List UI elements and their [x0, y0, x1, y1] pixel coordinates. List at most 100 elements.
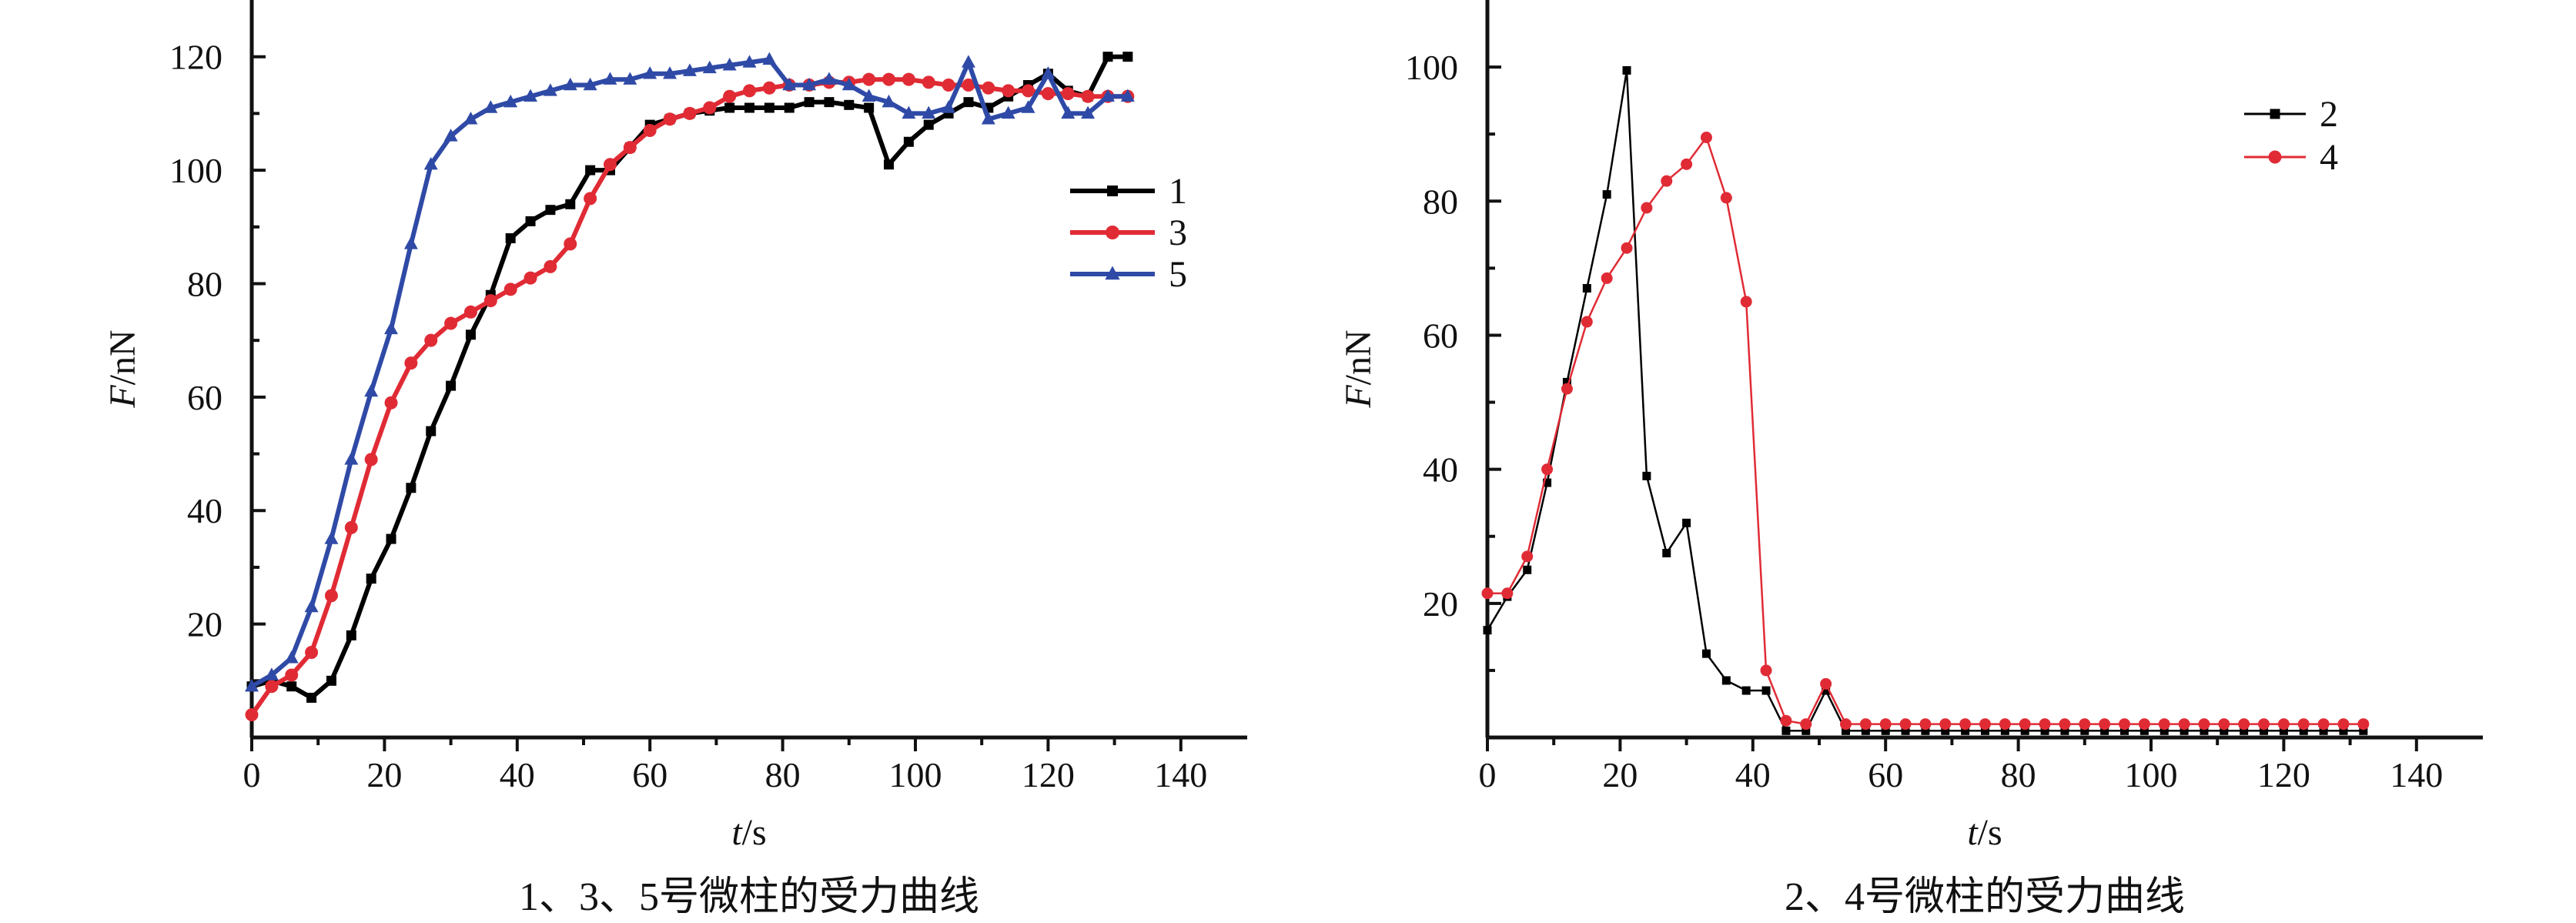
series-2-point	[1961, 726, 1970, 735]
series-2	[1483, 65, 2368, 735]
right-y-tick-label: 40	[1423, 450, 1458, 490]
series-4-point	[2277, 718, 2290, 731]
series-1	[246, 52, 1133, 703]
series-5-point	[284, 650, 299, 664]
right-x-tick-label: 20	[1602, 755, 1638, 794]
series-3-point	[862, 72, 876, 86]
series-2-point	[1721, 676, 1731, 685]
series-2-point	[1523, 565, 1532, 574]
series-3-point	[1002, 84, 1015, 98]
series-3-point	[922, 75, 935, 89]
series-2-point	[2020, 726, 2029, 735]
right-axis-ticks	[1486, 65, 2418, 751]
series-5-point	[682, 63, 697, 76]
series-3-point	[643, 123, 657, 137]
series-2-point	[1921, 726, 1930, 735]
series-1-point	[366, 574, 376, 584]
series-2-point	[1622, 65, 1631, 75]
left-y-tick-label: 60	[187, 378, 222, 417]
series-2-point	[1941, 726, 1950, 735]
left-x-tick-label: 60	[632, 755, 667, 794]
series-3-point	[524, 271, 537, 285]
left-x-axis-label: t/s	[731, 812, 766, 853]
series-4-point	[1839, 718, 1852, 731]
legend-swatch-marker-1	[1107, 186, 1118, 196]
series-1-point	[1122, 52, 1133, 62]
series-5	[245, 52, 1135, 692]
series-3-point	[743, 84, 756, 98]
series-2-point	[1841, 726, 1850, 735]
series-1-point	[744, 102, 754, 113]
series-2-point	[2139, 726, 2149, 735]
right-x-tick-label: 60	[1868, 755, 1903, 794]
series-3-point	[584, 192, 597, 206]
series-4-point	[1541, 463, 1554, 476]
series-4-point	[2019, 718, 2031, 731]
series-4-point	[1561, 383, 1573, 395]
right-y-tick-label: 60	[1423, 316, 1458, 355]
series-5-point	[922, 105, 936, 119]
series-1-point	[545, 205, 556, 216]
series-3-point	[424, 333, 438, 347]
left-y-axis-var: F	[102, 385, 143, 409]
series-3-point	[285, 668, 299, 682]
series-5-point	[762, 52, 777, 65]
series-4-point	[2138, 718, 2150, 731]
series-3	[245, 72, 1135, 722]
series-2-point	[1543, 478, 1552, 487]
series-3-point	[683, 106, 697, 120]
left-x-axis-var: t	[731, 812, 743, 853]
series-5-point	[1061, 105, 1076, 119]
series-2-point	[1781, 726, 1791, 735]
series-5-point	[1041, 66, 1055, 79]
series-3-point	[503, 283, 517, 296]
series-5-point	[304, 599, 319, 613]
series-1-point	[565, 199, 576, 209]
series-1-point	[804, 97, 815, 108]
series-1-point	[784, 102, 795, 113]
series-1-point	[525, 216, 536, 226]
series-1-point	[903, 136, 914, 147]
series-3-point	[663, 112, 677, 126]
right-x-tick-label: 140	[2390, 755, 2443, 794]
series-3-point	[245, 708, 259, 722]
series-1-point	[326, 675, 336, 686]
series-4-line	[1487, 136, 2364, 725]
series-1-point	[884, 159, 895, 170]
left-x-axis-unit: /s	[742, 812, 767, 853]
right-chart-caption: 2、4号微柱的受力曲线	[1785, 875, 2185, 919]
right-x-tick-label: 80	[2001, 755, 2036, 794]
right-y-tick-label: 20	[1423, 584, 1458, 624]
series-3-point	[483, 294, 497, 308]
series-1-point	[406, 483, 417, 493]
series-4-point	[1641, 202, 1653, 214]
series-5-point	[961, 55, 975, 68]
legend-label-2: 2	[2320, 94, 2338, 135]
series-5-point	[364, 383, 379, 397]
left-x-tick-label: 100	[889, 755, 942, 794]
left-tick-labels: 0 20 40 60 80 100 120 140 20 40 60 80 100 120	[169, 38, 1207, 794]
series-4-point	[1501, 587, 1514, 600]
legend-label-4: 4	[2320, 137, 2338, 178]
series-2-point	[2080, 726, 2089, 735]
series-2-point	[2060, 726, 2069, 735]
legend-swatch-marker-5	[1105, 266, 1120, 280]
left-x-tick-label: 80	[765, 755, 801, 794]
series-4-point	[2297, 718, 2310, 731]
series-4-point	[1979, 718, 1991, 731]
series-1-point	[585, 165, 596, 176]
series-3-point	[623, 141, 637, 155]
series-5-point	[902, 105, 916, 119]
series-3-point	[344, 520, 358, 534]
left-y-tick-label: 120	[169, 38, 222, 77]
series-1-point	[864, 102, 875, 113]
series-4-point	[2178, 718, 2190, 731]
series-1-line	[251, 54, 1128, 701]
series-5-point	[1101, 89, 1115, 102]
series-2-point	[1761, 686, 1771, 695]
series-5-point	[1120, 89, 1135, 102]
series-2-point	[1901, 726, 1910, 735]
series-2-point	[1662, 549, 1671, 557]
series-5-point	[882, 94, 896, 108]
